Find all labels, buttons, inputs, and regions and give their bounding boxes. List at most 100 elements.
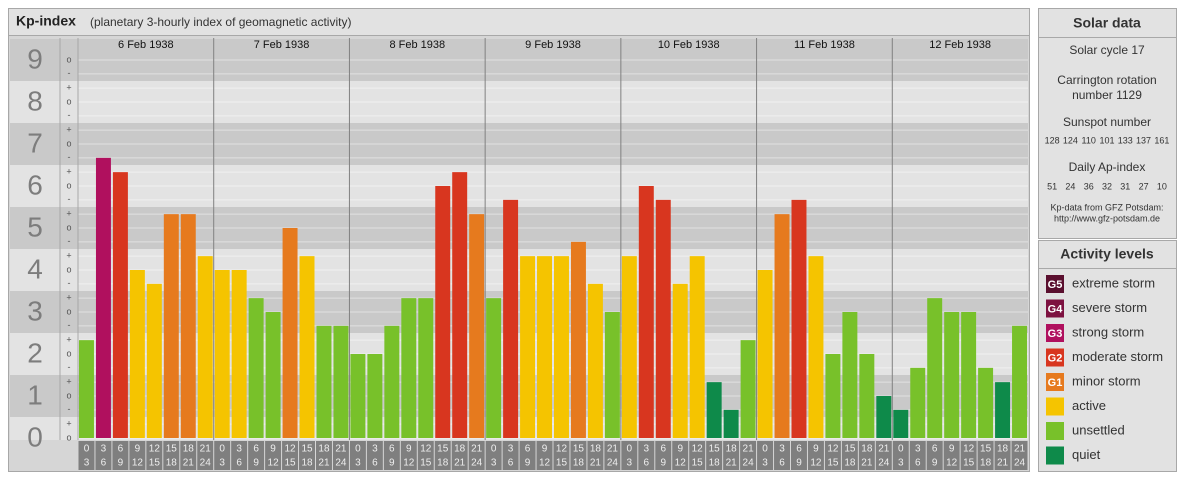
bar xyxy=(723,409,739,438)
bar xyxy=(95,157,111,439)
x-tick-label: 12 xyxy=(810,458,822,469)
legend-swatch xyxy=(1046,397,1064,416)
x-slot-box xyxy=(1011,441,1028,470)
x-tick-label: 24 xyxy=(607,458,619,469)
x-tick-label: 15 xyxy=(437,444,449,455)
x-tick-label: 3 xyxy=(101,444,107,455)
x-slot-box xyxy=(282,441,299,470)
y-minor-tick-label: - xyxy=(68,68,71,78)
x-tick-label: 6 xyxy=(236,458,242,469)
y-tick-label: 3 xyxy=(27,295,43,326)
x-tick-label: 18 xyxy=(997,444,1009,455)
bar xyxy=(520,256,536,438)
y-minor-tick-label: + xyxy=(66,125,71,135)
bar xyxy=(214,270,230,438)
grid-band xyxy=(10,417,1028,440)
y-minor-tick-label: - xyxy=(68,404,71,414)
x-tick-label: 3 xyxy=(355,458,361,469)
x-slot-box xyxy=(366,441,383,470)
x-tick-label: 12 xyxy=(692,444,704,455)
x-tick-label: 3 xyxy=(372,444,378,455)
x-tick-label: 15 xyxy=(149,458,161,469)
x-tick-label: 9 xyxy=(253,458,259,469)
y-minor-tick-label: + xyxy=(66,293,71,303)
legend-swatch xyxy=(1046,373,1064,391)
x-tick-label: 15 xyxy=(709,444,721,455)
x-slot-box xyxy=(757,441,774,470)
x-slot-box xyxy=(723,441,740,470)
y-minor-tick-label: + xyxy=(66,83,71,93)
x-tick-label: 0 xyxy=(898,444,904,455)
bar xyxy=(486,298,502,438)
y-minor-tick-label: o xyxy=(66,180,71,190)
x-tick-label: 6 xyxy=(932,444,938,455)
x-tick-label: 9 xyxy=(118,458,124,469)
x-tick-label: 21 xyxy=(590,458,602,469)
y-tick-label: 1 xyxy=(27,379,43,410)
carrington-line: number 1129 xyxy=(1072,88,1142,102)
ap-value: 36 xyxy=(1084,181,1094,191)
x-slot-box xyxy=(740,441,757,470)
y-minor-tick-label: - xyxy=(68,194,71,204)
x-slot-box xyxy=(994,441,1011,470)
x-slot-box xyxy=(400,441,417,470)
ap-title: Daily Ap-index xyxy=(1069,160,1146,174)
bar xyxy=(146,283,162,438)
x-tick-label: 18 xyxy=(844,458,856,469)
legend-swatch xyxy=(1046,275,1064,293)
y-tick-label: 0 xyxy=(27,421,43,452)
x-slot-box xyxy=(553,441,570,470)
x-slot-box xyxy=(807,441,824,470)
grid-band xyxy=(10,249,1028,291)
x-slot-box xyxy=(265,441,282,470)
x-slot-box xyxy=(536,441,553,470)
x-slot-box xyxy=(875,441,892,470)
x-tick-label: 6 xyxy=(779,458,785,469)
legend-label: severe storm xyxy=(1072,300,1147,315)
x-tick-label: 24 xyxy=(878,458,890,469)
bar xyxy=(401,298,417,438)
x-tick-label: 15 xyxy=(301,444,313,455)
x-tick-label: 21 xyxy=(471,444,483,455)
bar xyxy=(367,354,383,438)
grid-band xyxy=(10,291,1028,333)
x-slot-box xyxy=(841,441,858,470)
x-tick-label: 15 xyxy=(844,444,856,455)
bar xyxy=(825,354,841,438)
x-tick-label: 9 xyxy=(677,444,683,455)
sunspot-number: 128 xyxy=(1045,135,1060,145)
bar xyxy=(655,199,671,438)
sunspot-number: 161 xyxy=(1154,135,1169,145)
y-tick-label: 4 xyxy=(27,253,43,284)
x-tick-label: 21 xyxy=(183,458,195,469)
legend-swatch xyxy=(1046,299,1064,318)
x-tick-label: 18 xyxy=(573,458,585,469)
x-tick-label: 9 xyxy=(932,458,938,469)
x-slot-box xyxy=(248,441,265,470)
x-slot-box xyxy=(146,441,163,470)
x-slot-box xyxy=(197,441,214,470)
bar xyxy=(384,325,400,438)
x-tick-label: 6 xyxy=(660,444,666,455)
legend-badge: G5 xyxy=(1048,279,1063,291)
bar xyxy=(537,256,552,438)
y-minor-tick-label: o xyxy=(66,306,71,316)
x-slot-box xyxy=(774,441,790,470)
x-tick-label: 18 xyxy=(861,444,873,455)
x-slot-box xyxy=(604,441,621,470)
x-tick-label: 0 xyxy=(355,444,361,455)
x-tick-label: 15 xyxy=(963,458,975,469)
bar xyxy=(282,228,298,438)
x-tick-label: 15 xyxy=(692,458,704,469)
x-tick-label: 0 xyxy=(84,444,90,455)
y-tick-label: 5 xyxy=(27,211,43,242)
x-tick-label: 15 xyxy=(420,458,432,469)
x-tick-label: 6 xyxy=(253,444,259,455)
x-tick-label: 18 xyxy=(437,458,449,469)
legend-label: active xyxy=(1072,398,1106,413)
y-minor-tick-label: + xyxy=(66,167,71,177)
x-tick-label: 12 xyxy=(963,444,975,455)
grid-band xyxy=(10,207,1028,249)
solar-title: Solar data xyxy=(1073,15,1141,31)
